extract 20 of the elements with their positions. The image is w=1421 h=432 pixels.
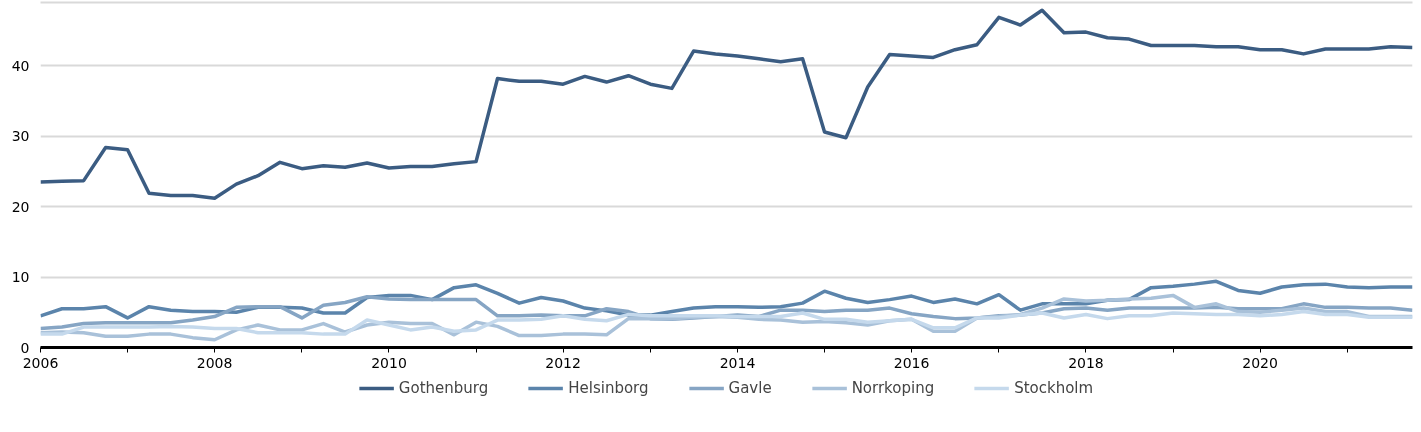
x-tick-label: 2012 (545, 354, 581, 371)
legend-label: Norrkoping (851, 379, 935, 397)
x-tick-label: 2014 (719, 354, 756, 371)
y-tick-label: 0 (20, 339, 30, 356)
legend-label: Gavle (728, 379, 772, 397)
x-tick-label: 2008 (196, 354, 233, 371)
x-tick-label: 2006 (22, 354, 59, 371)
line-series (40, 8, 1413, 200)
line-series (40, 309, 1413, 336)
x-tick-label: 2018 (1068, 354, 1104, 371)
y-tick-label: 30 (11, 128, 30, 145)
y-tick-label: 40 (11, 57, 30, 74)
y-tick-label: 20 (11, 198, 30, 215)
x-tick-label: 2020 (1242, 354, 1278, 371)
x-tick-label: 2016 (893, 354, 930, 371)
x-tick-label: 2010 (371, 354, 407, 371)
legend-label: Gothenburg (398, 379, 489, 397)
legend-label: Stockholm (1014, 379, 1094, 397)
y-tick-label: 10 (11, 269, 30, 286)
legend-label: Helsinborg (568, 379, 649, 397)
